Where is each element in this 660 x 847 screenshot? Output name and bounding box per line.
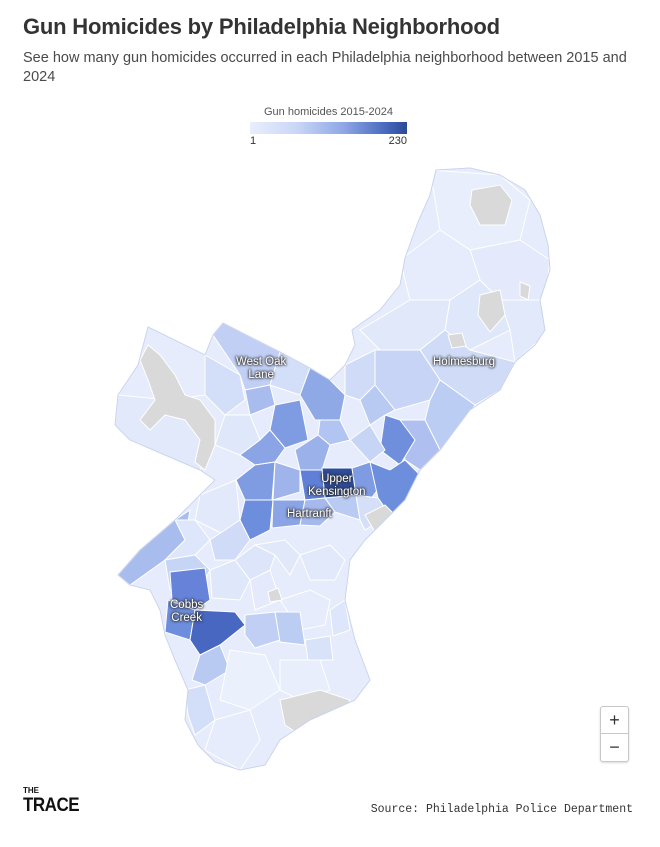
neighborhood[interactable] bbox=[272, 461, 301, 501]
color-legend: Gun homicides 2015-2024 1 230 bbox=[250, 106, 407, 148]
label-upper-kensington: Upper Kensington bbox=[308, 473, 366, 498]
neighborhood[interactable] bbox=[209, 519, 251, 561]
neighborhood[interactable] bbox=[329, 599, 351, 637]
legend-ticks: 1 230 bbox=[250, 134, 407, 148]
source-note: Source: Philadelphia Police Department bbox=[370, 803, 633, 816]
logo-text-the: THE bbox=[23, 786, 39, 795]
neighborhood[interactable] bbox=[269, 399, 309, 449]
neighborhood[interactable] bbox=[169, 567, 211, 611]
logo-text-trace: TRACE bbox=[23, 793, 80, 816]
neighborhood[interactable] bbox=[299, 497, 336, 527]
page-title: Gun Homicides by Philadelphia Neighborho… bbox=[23, 14, 500, 39]
neighborhood[interactable] bbox=[253, 539, 301, 576]
neighborhood[interactable] bbox=[184, 684, 216, 736]
neighborhood[interactable] bbox=[359, 384, 396, 426]
neighborhood[interactable] bbox=[244, 611, 281, 649]
neighborhood[interactable] bbox=[239, 499, 274, 541]
neighborhood[interactable] bbox=[274, 611, 306, 646]
label-west-oak-lane: West Oak Lane bbox=[236, 356, 287, 381]
label-holmesburg: Holmesburg bbox=[433, 356, 495, 368]
legend-gradient-bar bbox=[250, 122, 407, 134]
page-subtitle: See how many gun homicides occurred in e… bbox=[23, 50, 627, 85]
no-data-area bbox=[139, 344, 216, 471]
neighborhood[interactable] bbox=[294, 434, 331, 471]
zoom-controls: + − bbox=[600, 706, 629, 762]
no-data-area bbox=[477, 289, 506, 333]
neighborhood[interactable] bbox=[499, 299, 546, 363]
legend-max-label: 230 bbox=[388, 135, 407, 147]
choropleth-map[interactable]: West Oak Lane Holmesburg Upper Kensington … bbox=[0, 160, 660, 780]
zoom-out-button[interactable]: − bbox=[609, 737, 620, 757]
neighborhood[interactable] bbox=[317, 419, 351, 446]
label-cobbs-creek: Cobbs Creek bbox=[170, 599, 204, 624]
zoom-in-button[interactable]: + bbox=[601, 707, 628, 734]
no-data-area bbox=[447, 332, 467, 349]
neighborhood[interactable] bbox=[204, 709, 261, 770]
neighborhood[interactable] bbox=[204, 354, 246, 416]
neighborhood[interactable] bbox=[304, 635, 334, 661]
no-data-area bbox=[469, 184, 513, 226]
no-data-area bbox=[267, 587, 283, 603]
no-data-area bbox=[519, 281, 531, 301]
legend-title: Gun homicides 2015-2024 bbox=[263, 106, 394, 118]
neighborhood[interactable] bbox=[234, 544, 276, 581]
neighborhood[interactable] bbox=[191, 644, 231, 686]
neighborhood[interactable] bbox=[349, 424, 386, 463]
the-trace-logo[interactable]: THE TRACE bbox=[23, 786, 80, 816]
neighborhood[interactable] bbox=[299, 544, 346, 581]
legend-min-label: 1 bbox=[250, 135, 257, 147]
neighborhood[interactable] bbox=[209, 559, 251, 601]
label-hartranft: Hartranft bbox=[287, 508, 332, 520]
neighborhood[interactable] bbox=[219, 649, 281, 711]
map-svg[interactable] bbox=[0, 160, 660, 780]
city-boundary bbox=[114, 167, 551, 771]
